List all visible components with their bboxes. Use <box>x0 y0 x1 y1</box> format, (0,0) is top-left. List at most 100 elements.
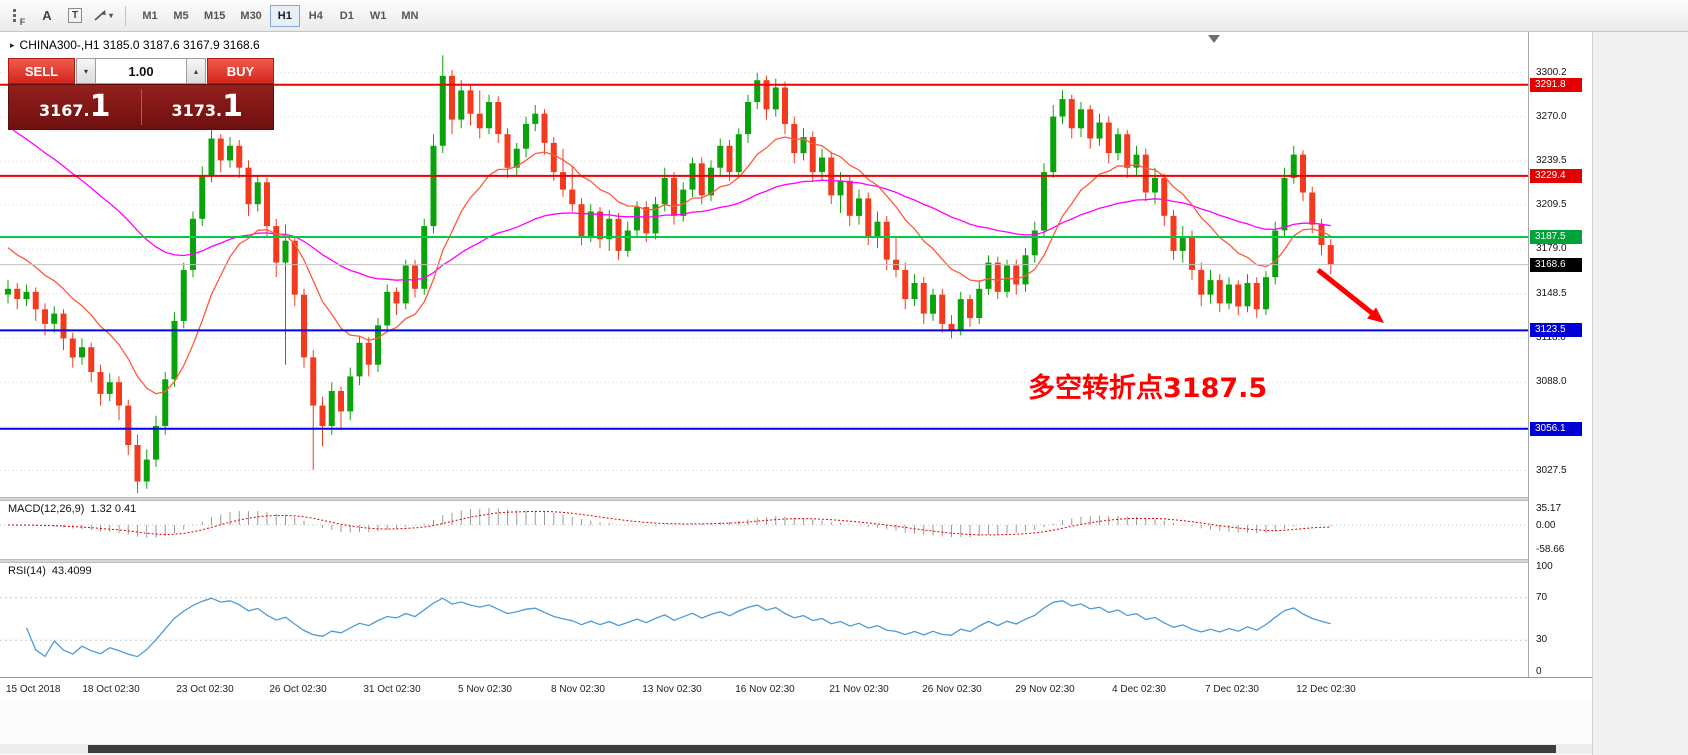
macd-axis-label: 0.00 <box>1536 520 1556 531</box>
time-axis[interactable]: 15 Oct 2018 18 Oct 02:30 23 Oct 02:30 26 Oc… <box>0 677 1592 700</box>
timeframe-button-m5[interactable]: M5 <box>166 5 196 27</box>
time-axis-label: 8 Nov 02:30 <box>551 684 605 695</box>
window-right-filler <box>1592 32 1688 755</box>
price-axis-label: 3300.2 <box>1536 67 1567 78</box>
bid-ask-display: 3167. 1 3173. 1 <box>8 84 274 130</box>
toolbar: F A T ▾ M1 M5 M15 M30 H1 H4 D1 W1 MN <box>0 0 1688 32</box>
time-axis-label: 7 Dec 02:30 <box>1205 684 1259 695</box>
price-axis[interactable]: 3300.2 3270.0 3239.5 3209.5 3179.0 3148.5 3118… <box>1528 32 1592 677</box>
price-axis-label: 3027.5 <box>1536 465 1567 476</box>
macd-axis-label: -58.66 <box>1536 544 1565 555</box>
price-axis-label: 3209.5 <box>1536 199 1567 210</box>
scrollbar-thumb[interactable] <box>88 745 1556 753</box>
time-axis-label: 16 Nov 02:30 <box>735 684 795 695</box>
timeframe-button-d1[interactable]: D1 <box>332 5 362 27</box>
timeframe-group: M1 M5 M15 M30 H1 H4 D1 W1 MN <box>135 4 425 27</box>
arrow-draw-icon <box>94 9 106 21</box>
rsi-axis-label: 100 <box>1536 561 1553 572</box>
horizontal-scrollbar <box>0 744 1592 754</box>
macd-name: MACD(12,26,9) <box>8 503 85 515</box>
price-divider <box>140 89 142 125</box>
spin-up-icon: ▴ <box>193 66 198 76</box>
trend-arrow <box>1316 268 1374 315</box>
price-axis-label: 3148.5 <box>1536 288 1567 299</box>
sell-price-main: 3167. <box>39 101 90 120</box>
buy-price-big-digit: 1 <box>222 89 243 124</box>
timeframe-button-w1[interactable]: W1 <box>363 5 394 27</box>
volume-increase-button[interactable]: ▴ <box>186 58 206 84</box>
time-axis-label: 26 Oct 02:30 <box>269 684 327 695</box>
shift-marker-icon <box>1208 35 1220 43</box>
time-axis-label: 29 Nov 02:30 <box>1015 684 1075 695</box>
timeframe-button-h4[interactable]: H4 <box>301 5 331 27</box>
time-axis-label: 21 Nov 02:30 <box>829 684 889 695</box>
sell-button[interactable]: SELL <box>8 58 75 84</box>
price-line-marker: 3187.5 <box>1530 230 1582 244</box>
text-label-tool-button[interactable]: A <box>34 4 60 28</box>
panel-splitter[interactable] <box>0 497 1592 501</box>
text-frame-icon: T <box>67 8 83 23</box>
price-axis-label: 3239.5 <box>1536 155 1567 166</box>
volume-decrease-button[interactable]: ▾ <box>76 58 96 84</box>
chart-elements-tool-button[interactable]: F <box>6 4 32 28</box>
macd-values: 1.32 0.41 <box>90 503 137 515</box>
rsi-axis-label: 70 <box>1536 592 1548 603</box>
toolbar-separator <box>125 5 126 26</box>
tool-f-label: F <box>19 16 26 27</box>
text-frame-tool-button[interactable]: T <box>62 4 88 28</box>
timeframe-button-m30[interactable]: M30 <box>233 5 268 27</box>
macd-axis-label: 35.17 <box>1536 503 1562 514</box>
price-line-marker: 3291.8 <box>1530 78 1582 92</box>
rsi-axis-label: 30 <box>1536 634 1548 645</box>
price-line-marker: 3123.5 <box>1530 323 1582 337</box>
price-axis-label: 3088.0 <box>1536 376 1567 387</box>
buy-button[interactable]: BUY <box>207 58 274 84</box>
price-axis-label: 3270.0 <box>1536 111 1567 122</box>
sell-price-big-digit: 1 <box>89 89 111 124</box>
rsi-panel-canvas <box>0 597 1528 658</box>
macd-label: MACD(12,26,9) 1.32 0.41 <box>8 503 136 515</box>
chart-title-text: CHINA300-,H1 3185.0 3187.6 3167.9 3168.6 <box>19 38 260 52</box>
time-axis-label: 26 Nov 02:30 <box>922 684 982 695</box>
rsi-axis-label: 0 <box>1536 666 1542 677</box>
price-axis-label: 3179.0 <box>1536 243 1567 254</box>
time-axis-label: 31 Oct 02:30 <box>363 684 421 695</box>
volume-control: ▾ ▴ <box>76 58 206 84</box>
arrow-draw-tool-button[interactable]: ▾ <box>90 4 116 28</box>
time-axis-label: 23 Oct 02:30 <box>176 684 234 695</box>
time-axis-label: 5 Nov 02:30 <box>458 684 512 695</box>
trade-controls-row: SELL ▾ ▴ BUY <box>8 58 274 84</box>
time-axis-label: 13 Nov 02:30 <box>642 684 702 695</box>
rsi-value: 43.4099 <box>51 565 92 577</box>
timeframe-button-mn[interactable]: MN <box>394 5 425 27</box>
chart-area: ▸ CHINA300-,H1 3185.0 3187.6 3167.9 3168… <box>0 32 1592 755</box>
price-axis-label: 3118.0 <box>1536 332 1566 343</box>
price-line-marker: 3229.4 <box>1530 169 1582 183</box>
time-axis-label: 18 Oct 02:30 <box>82 684 140 695</box>
timeframe-button-m1[interactable]: M1 <box>135 5 165 27</box>
timeframe-button-h1[interactable]: H1 <box>269 4 300 27</box>
buy-price-main: 3173. <box>171 101 223 120</box>
price-line-marker: 3168.6 <box>1530 258 1582 272</box>
chevron-down-icon: ▾ <box>108 11 113 20</box>
buy-price-display: 3173. 1 <box>142 92 274 122</box>
dots-grid-icon <box>12 9 16 12</box>
macd-panel-canvas <box>0 508 1528 538</box>
main-chart-canvas[interactable] <box>0 32 1528 497</box>
rsi-label: RSI(14) 43.4099 <box>8 565 92 577</box>
time-axis-label: 12 Dec 02:30 <box>1296 684 1356 695</box>
collapse-triangle-icon[interactable]: ▸ <box>10 39 15 50</box>
text-label-icon: A <box>42 8 52 23</box>
timeframe-button-m15[interactable]: M15 <box>197 5 232 27</box>
rsi-name: RSI(14) <box>8 565 46 577</box>
volume-input[interactable] <box>96 58 186 84</box>
time-axis-label: 4 Dec 02:30 <box>1112 684 1166 695</box>
spin-down-icon: ▾ <box>83 66 88 76</box>
sell-price-display: 3167. 1 <box>9 92 141 122</box>
time-axis-label: 15 Oct 2018 <box>6 684 61 695</box>
panel-splitter[interactable] <box>0 559 1592 563</box>
chart-title: ▸ CHINA300-,H1 3185.0 3187.6 3167.9 3168… <box>10 38 260 52</box>
price-line-marker: 3056.1 <box>1530 422 1582 436</box>
one-click-trading-panel: SELL ▾ ▴ BUY 3167.1 3173.1 <box>8 58 274 130</box>
